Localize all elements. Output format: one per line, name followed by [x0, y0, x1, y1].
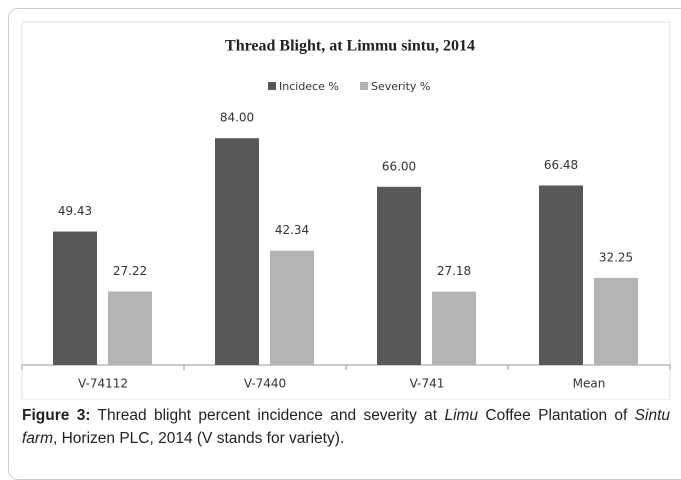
bar [539, 185, 583, 365]
data-label: 32.25 [599, 250, 633, 264]
chart: Thread Blight, at Limmu sintu, 2014 Inci… [21, 21, 671, 400]
caption-text: , Horizen PLC, 2014 (V stands for variet… [53, 430, 345, 447]
caption-italic: Sintu farm [22, 407, 671, 447]
legend-label: Severity % [371, 80, 430, 93]
data-label: 27.22 [113, 264, 147, 278]
bar [594, 277, 638, 365]
bar [53, 231, 97, 365]
chart-title: Thread Blight, at Limmu sintu, 2014 [225, 38, 475, 55]
data-label: 66.48 [544, 158, 578, 172]
data-label: 49.43 [58, 204, 92, 218]
bar [270, 250, 314, 365]
data-label: 84.00 [220, 111, 254, 125]
legend-swatch [268, 82, 276, 90]
caption-text: Thread blight percent incidence and seve… [90, 407, 445, 424]
legend-label: Incidece % [279, 80, 339, 93]
caption: Figure 3: Thread blight percent incidenc… [22, 404, 670, 450]
data-label: 27.18 [437, 264, 471, 278]
data-label: 66.00 [382, 159, 416, 173]
bar [432, 291, 476, 365]
bar [215, 138, 259, 365]
caption-text: Coffee Plantation of [478, 407, 635, 424]
x-tick-label: Mean [573, 377, 606, 391]
bar [377, 186, 421, 365]
caption-label: Figure 3: [22, 407, 91, 424]
data-label: 42.34 [275, 223, 309, 237]
x-tick-label: V-7440 [244, 377, 286, 391]
caption-italic: Limu [444, 407, 479, 424]
page: Thread Blight, at Limmu sintu, 2014 Inci… [8, 8, 681, 480]
bar [108, 291, 152, 365]
x-tick-label: V-74112 [78, 377, 128, 391]
legend-swatch [360, 82, 368, 90]
x-tick-label: V-741 [410, 377, 445, 391]
